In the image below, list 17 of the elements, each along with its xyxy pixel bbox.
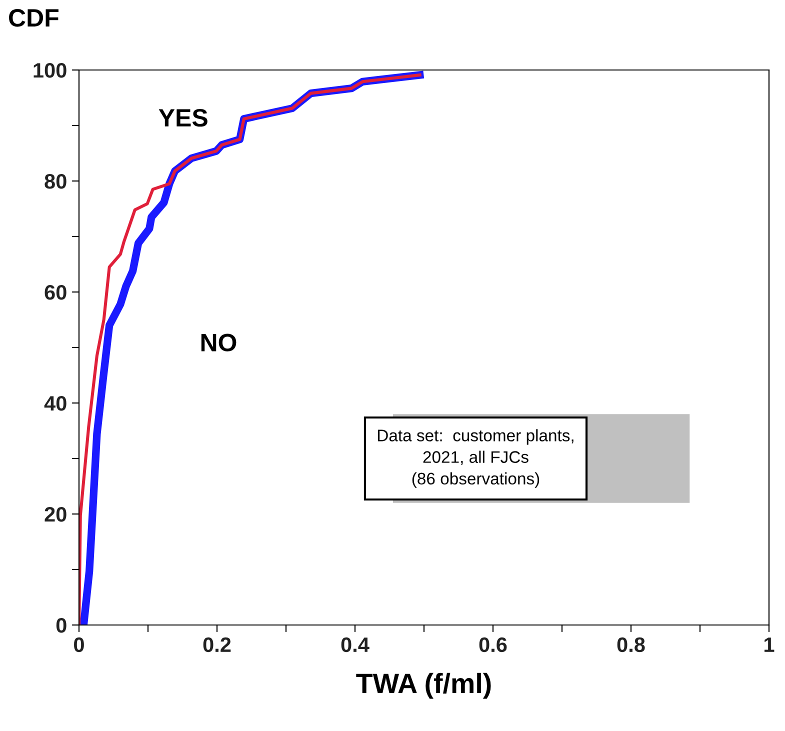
y-axis-title: CDF — [9, 9, 58, 27]
y-tick-label: 100 — [34, 63, 66, 78]
annotation: YES — [158, 108, 208, 127]
x-tick-label: 0.4 — [341, 637, 370, 652]
x-tick-label: 0.8 — [617, 637, 645, 652]
y-tick-label: 40 — [44, 396, 66, 411]
y-tick-label: 60 — [44, 285, 66, 300]
y-tick-label: 80 — [44, 174, 66, 189]
x-tick-label: 0.6 — [479, 637, 507, 652]
y-tick-label: 20 — [44, 507, 66, 522]
annotation: Data set: customer plants, 2021, all FJCs (86 observations) — [378, 429, 574, 488]
y-tick-label: 0 — [56, 618, 66, 633]
x-tick-label: 1 — [764, 638, 774, 652]
x-tick-label: 0 — [74, 637, 84, 652]
x-axis-title: TWA (f/ml) — [356, 672, 491, 699]
annotation: NO — [201, 334, 236, 352]
x-tick-label: 0.2 — [203, 637, 231, 652]
